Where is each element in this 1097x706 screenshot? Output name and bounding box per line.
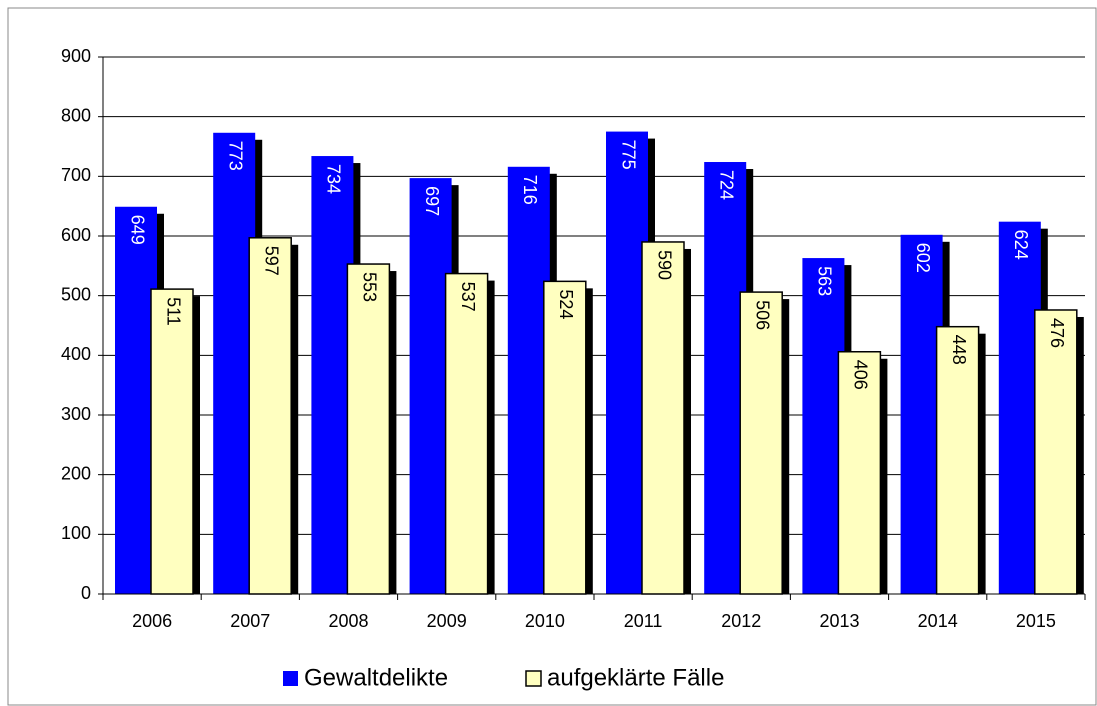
x-tick-label: 2014 (918, 611, 958, 631)
data-label: 775 (618, 140, 638, 170)
bar (998, 221, 1041, 594)
y-tick-label: 600 (61, 225, 91, 245)
x-tick-label: 2007 (230, 611, 270, 631)
data-label: 563 (815, 266, 835, 296)
data-label: 590 (654, 250, 674, 280)
x-tick-label: 2011 (624, 611, 663, 631)
x-tick-label: 2015 (1016, 611, 1056, 631)
data-label: 649 (127, 215, 147, 245)
bar (507, 166, 550, 594)
data-label: 524 (556, 289, 576, 319)
x-tick-label: 2006 (132, 611, 172, 631)
bar (802, 258, 845, 594)
bar (409, 178, 452, 594)
x-tick-label: 2012 (721, 611, 761, 631)
y-tick-label: 700 (61, 165, 91, 185)
y-tick-label: 900 (61, 46, 91, 66)
data-label: 624 (1011, 230, 1031, 260)
y-tick-label: 500 (61, 284, 91, 304)
data-label: 476 (1047, 318, 1067, 348)
bar (935, 325, 980, 595)
bar (311, 156, 354, 594)
y-tick-label: 400 (61, 344, 91, 364)
y-tick-label: 800 (61, 105, 91, 125)
legend-swatch (283, 671, 298, 686)
data-label: 537 (458, 282, 478, 312)
bar (739, 291, 783, 595)
data-label: 697 (422, 186, 442, 216)
bar (704, 162, 747, 594)
data-label: 597 (261, 246, 281, 276)
bar (150, 288, 194, 595)
x-tick-label: 2010 (525, 611, 565, 631)
bar (641, 241, 685, 595)
legend-label: aufgeklärte Fälle (547, 664, 724, 691)
legend-label: Gewaltdelikte (304, 664, 448, 691)
data-label: 511 (163, 297, 183, 326)
legend-swatch (525, 670, 542, 687)
bar (543, 280, 587, 595)
x-tick-label: 2009 (427, 611, 467, 631)
x-tick-label: 2008 (328, 611, 368, 631)
data-label: 553 (360, 272, 380, 302)
x-tick-label: 2013 (819, 611, 859, 631)
bar (444, 272, 489, 595)
y-tick-label: 0 (81, 583, 91, 603)
data-label: 773 (225, 141, 245, 171)
bar (346, 263, 391, 595)
chart-frame (7, 7, 1097, 706)
bar (1034, 309, 1078, 595)
bar (213, 132, 256, 594)
bar (900, 234, 943, 594)
data-label: 734 (324, 164, 344, 194)
bar (248, 237, 292, 595)
y-tick-label: 100 (61, 523, 91, 543)
bar (606, 131, 648, 595)
data-label: 716 (520, 175, 540, 205)
data-label: 724 (716, 170, 736, 200)
data-label: 506 (752, 300, 772, 330)
bar (115, 206, 157, 594)
y-tick-label: 200 (61, 463, 91, 483)
data-label: 448 (949, 335, 969, 365)
y-tick-label: 300 (61, 404, 91, 424)
data-label: 602 (913, 243, 933, 273)
data-label: 406 (851, 360, 871, 390)
bar (837, 351, 882, 595)
